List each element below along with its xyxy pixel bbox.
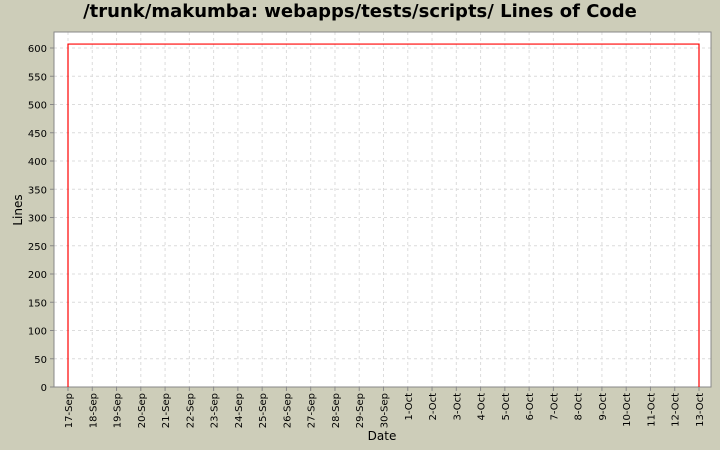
plot-border xyxy=(53,31,712,388)
plot-area xyxy=(54,32,711,387)
y-tick-label: 250 xyxy=(28,242,47,253)
chart-title: /trunk/makumba: webapps/tests/scripts/ L… xyxy=(83,1,637,22)
x-tick-label: 22-Sep xyxy=(185,393,196,428)
x-tick-label: 12-Oct xyxy=(671,393,682,427)
x-tick-label: 10-Oct xyxy=(622,393,633,427)
y-tick-label: 400 xyxy=(28,157,47,168)
x-tick-label: 30-Sep xyxy=(380,393,391,428)
y-tick-label: 600 xyxy=(28,44,47,55)
y-tick-label: 150 xyxy=(28,298,47,309)
x-tick-label: 17-Sep xyxy=(64,393,75,428)
x-tick-label: 29-Sep xyxy=(355,393,366,428)
x-tick-label: 6-Oct xyxy=(525,393,536,421)
y-tick-label: 300 xyxy=(28,214,47,225)
y-tick-label: 100 xyxy=(28,327,47,338)
y-tick-label: 350 xyxy=(28,185,47,196)
x-tick-label: 4-Oct xyxy=(477,393,488,421)
y-axis-label: Lines xyxy=(11,194,25,225)
y-tick-label: 200 xyxy=(28,270,47,281)
x-tick-label: 9-Oct xyxy=(598,393,609,421)
x-axis-label: Date xyxy=(368,429,397,443)
x-tick-label: 27-Sep xyxy=(307,393,318,428)
x-tick-label: 18-Sep xyxy=(88,393,99,428)
x-tick-label: 28-Sep xyxy=(331,393,342,428)
x-tick-label: 26-Sep xyxy=(282,393,293,428)
x-tick-label: 7-Oct xyxy=(549,393,560,421)
x-tick-label: 1-Oct xyxy=(404,393,415,421)
x-tick-label: 5-Oct xyxy=(501,393,512,421)
x-tick-label: 24-Sep xyxy=(234,393,245,428)
x-tick-label: 19-Sep xyxy=(113,393,124,428)
x-tick-label: 11-Oct xyxy=(646,393,657,427)
series-line xyxy=(67,43,700,387)
x-tick-label: 20-Sep xyxy=(137,393,148,428)
x-tick-label: 13-Oct xyxy=(695,393,706,427)
x-tick-label: 21-Sep xyxy=(161,393,172,428)
y-tick-label: 50 xyxy=(34,355,47,366)
y-tick-label: 550 xyxy=(28,72,47,83)
y-tick-label: 0 xyxy=(41,383,47,394)
x-tick-label: 3-Oct xyxy=(452,393,463,421)
y-tick-label: 450 xyxy=(28,129,47,140)
x-tick-label: 8-Oct xyxy=(574,393,585,421)
y-tick-label: 500 xyxy=(28,101,47,112)
x-tick-label: 25-Sep xyxy=(258,393,269,428)
x-tick-label: 2-Oct xyxy=(428,393,439,421)
x-tick-label: 23-Sep xyxy=(210,393,221,428)
